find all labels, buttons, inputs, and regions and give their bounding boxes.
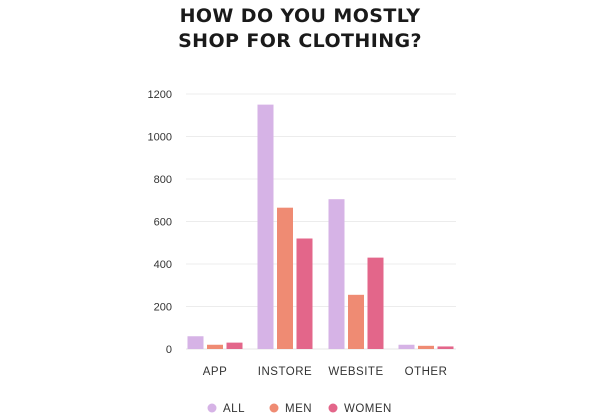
legend-swatch-men (269, 403, 279, 413)
bar-all-other (398, 344, 415, 349)
bar-women-app (226, 342, 243, 349)
bar-women-instore (296, 238, 313, 349)
legend-swatch-women (328, 403, 338, 413)
y-tick-label: 0 (166, 344, 172, 356)
y-tick-label: 1000 (148, 132, 172, 144)
x-category-label: INSTORE (258, 366, 312, 378)
legend: ALL MEN WOMEN (207, 403, 392, 415)
x-category-label: OTHER (405, 366, 448, 378)
chart-title-line-2: SHOP FOR CLOTHING? (178, 30, 422, 52)
bar-women-website (367, 257, 384, 349)
legend-label-all: ALL (223, 403, 245, 415)
x-category-label: APP (203, 366, 228, 378)
gridlines (186, 93, 456, 350)
bar-men-app (207, 344, 223, 349)
chart-title-line-1: HOW DO YOU MOSTLY (179, 5, 421, 27)
legend-swatch-all (207, 403, 217, 413)
bars (187, 104, 454, 349)
legend-label-women: WOMEN (344, 403, 392, 415)
bar-men-other (418, 345, 434, 349)
bar-all-website (328, 199, 345, 349)
bar-women-other (437, 346, 454, 349)
y-tick-label: 800 (154, 174, 172, 186)
y-tick-label: 400 (154, 259, 172, 271)
y-axis-ticks: 0 200 400 600 800 1000 1200 (148, 89, 172, 356)
bar-all-instore (257, 104, 274, 349)
x-axis-categories: APP INSTORE WEBSITE OTHER (203, 366, 448, 378)
bar-men-website (348, 294, 364, 349)
y-tick-label: 600 (154, 217, 172, 229)
bar-all-app (187, 336, 204, 349)
bar-men-instore (277, 207, 293, 349)
legend-label-men: MEN (285, 403, 312, 415)
chart-title: HOW DO YOU MOSTLY SHOP FOR CLOTHING? (0, 4, 600, 54)
y-tick-label: 200 (154, 302, 172, 314)
x-category-label: WEBSITE (328, 366, 383, 378)
y-tick-label: 1200 (148, 89, 172, 101)
